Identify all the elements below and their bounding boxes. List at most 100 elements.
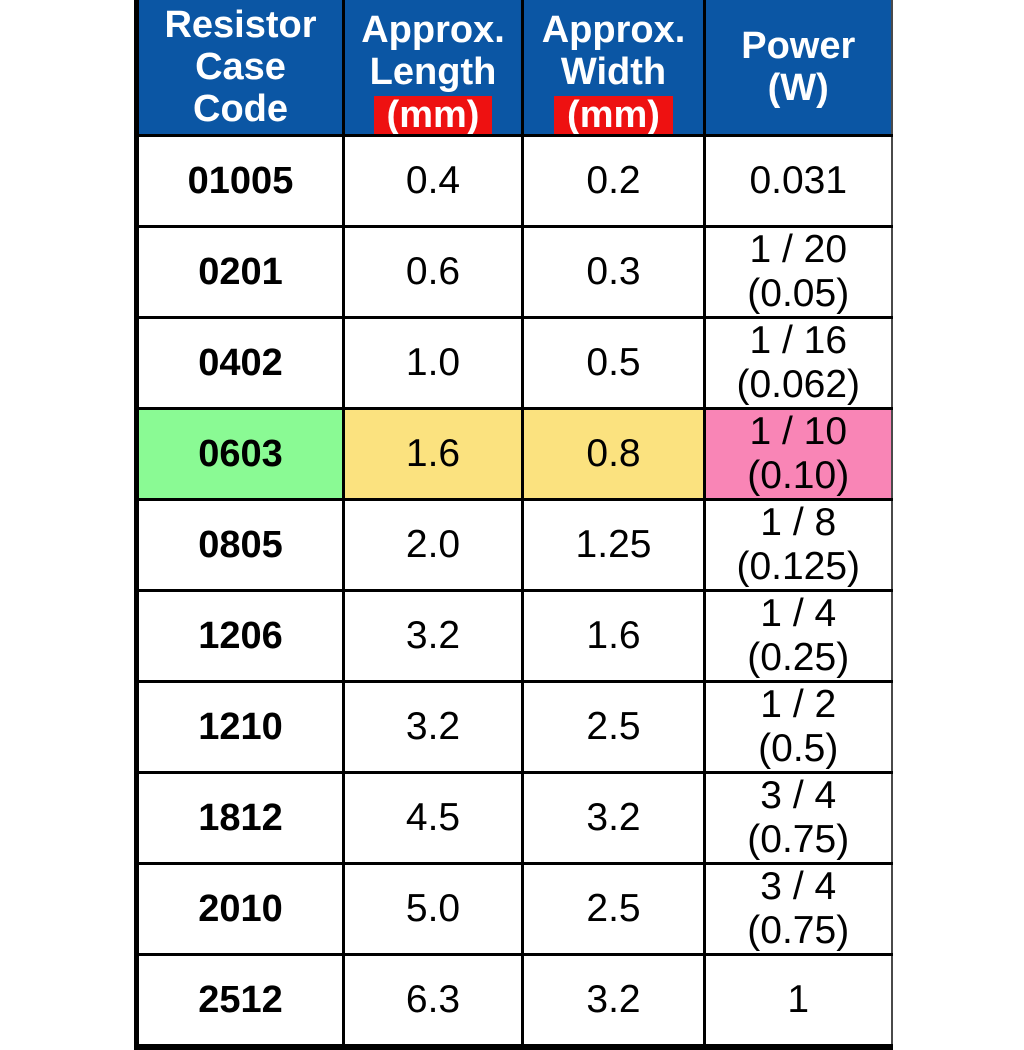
table-row: 1206 3.2 1.6 1 / 4 (0.25): [135, 589, 893, 683]
length-cell: 0.6: [342, 225, 524, 319]
cell-text: 1.0: [405, 341, 461, 384]
cell-text: 0.3: [586, 250, 641, 293]
cell-text: 3.2: [405, 705, 461, 748]
length-cell: 6.3: [342, 953, 524, 1049]
header-line: Code: [193, 88, 288, 130]
cell-text: 0.8: [586, 432, 641, 475]
width-cell: 1.6: [521, 589, 706, 683]
length-unit-chip: (mm): [373, 96, 493, 133]
cell-text: 2.5: [586, 887, 641, 930]
length-cell: 2.0: [342, 498, 524, 592]
cell-text: 5.0: [405, 887, 461, 930]
header-case-code: Resistor Case Code: [135, 0, 345, 137]
cell-text: 3 / 4 (0.75): [747, 865, 850, 952]
table-row: 2512 6.3 3.2 1: [135, 953, 893, 1049]
length-cell: 3.2: [342, 680, 524, 774]
cell-text: 0201: [198, 251, 283, 293]
length-cell: 1.6: [342, 407, 524, 501]
width-cell: 3.2: [521, 771, 706, 865]
cell-text: 1 / 2 (0.5): [758, 683, 839, 770]
cell-text: 6.3: [405, 978, 461, 1021]
cell-text: 1 / 4 (0.25): [747, 592, 850, 679]
width-cell: 2.5: [521, 862, 706, 956]
case-code-cell: 0805: [135, 498, 345, 592]
width-cell: 0.3: [521, 225, 706, 319]
table-row: 0201 0.6 0.3 1 / 20 (0.05): [135, 225, 893, 319]
header-line: Resistor: [164, 4, 317, 46]
width-cell: 0.8: [521, 407, 706, 501]
table-row: 0402 1.0 0.5 1 / 16 (0.062): [135, 316, 893, 410]
header-line: Length: [369, 51, 497, 93]
cell-text: 1210: [198, 706, 283, 748]
case-code-cell: 0402: [135, 316, 345, 410]
cell-text: 1 / 10 (0.10): [747, 410, 850, 497]
power-cell: 1 / 20 (0.05): [703, 225, 893, 319]
cell-text: 2512: [198, 979, 283, 1021]
cell-text: 1.25: [575, 523, 652, 566]
cell-text: 1 / 16 (0.062): [736, 319, 861, 406]
case-code-cell: 1206: [135, 589, 345, 683]
table-header: Resistor Case Code Approx. Length (mm) A…: [135, 0, 893, 137]
cell-text: 0805: [198, 524, 283, 566]
header-width: Approx. Width (mm): [521, 0, 706, 137]
power-cell: 1 / 2 (0.5): [703, 680, 893, 774]
power-cell: 1 / 4 (0.25): [703, 589, 893, 683]
cell-text: 1.6: [586, 614, 641, 657]
header-power-text: Power (W): [708, 0, 890, 133]
table-row: 0805 2.0 1.25 1 / 8 (0.125): [135, 498, 893, 592]
header-case-code-text: Resistor Case Code: [140, 0, 341, 133]
case-code-cell: 0201: [135, 225, 345, 319]
cell-text: 0.4: [405, 159, 461, 202]
cell-text: 1: [787, 978, 810, 1021]
table-body: 01005 0.4 0.2 0.031 0201 0.6 0.3 1 / 20 (0.05) 04…: [135, 134, 893, 1049]
cell-text: 01005: [187, 160, 294, 202]
power-cell: 1: [703, 953, 893, 1049]
cell-text: 3.2: [586, 978, 641, 1021]
width-cell: 2.5: [521, 680, 706, 774]
header-line: Power: [741, 25, 856, 67]
cell-text: 1.6: [405, 432, 461, 475]
header-line: Approx.: [541, 9, 686, 51]
table-row: 1210 3.2 2.5 1 / 2 (0.5): [135, 680, 893, 774]
length-cell: 3.2: [342, 589, 524, 683]
width-cell: 0.5: [521, 316, 706, 410]
case-code-cell: 01005: [135, 134, 345, 228]
cell-text: 0.5: [586, 341, 641, 384]
header-line: (W): [767, 67, 829, 109]
header-row: Resistor Case Code Approx. Length (mm) A…: [135, 0, 893, 137]
power-cell: 3 / 4 (0.75): [703, 862, 893, 956]
width-cell: 1.25: [521, 498, 706, 592]
cell-text: 3.2: [405, 614, 461, 657]
page: { "chart_data": { "type": "table", "colu…: [134, 0, 893, 1050]
cell-text: 0.6: [405, 250, 461, 293]
width-cell: 3.2: [521, 953, 706, 1049]
case-code-cell: 0603: [135, 407, 345, 501]
header-line: Case: [195, 46, 286, 88]
header-length-text: Approx. Length (mm): [347, 0, 520, 133]
case-code-cell: 2010: [135, 862, 345, 956]
cell-text: 2010: [198, 888, 283, 930]
table-row: 2010 5.0 2.5 3 / 4 (0.75): [135, 862, 893, 956]
cell-text: 1 / 8 (0.125): [736, 501, 861, 588]
power-cell: 1 / 8 (0.125): [703, 498, 893, 592]
case-code-cell: 1210: [135, 680, 345, 774]
resistor-size-table: Resistor Case Code Approx. Length (mm) A…: [134, 0, 893, 1050]
width-cell: 0.2: [521, 134, 706, 228]
width-unit-chip: (mm): [554, 96, 673, 133]
table-row: 01005 0.4 0.2 0.031: [135, 134, 893, 228]
header-length: Approx. Length (mm): [342, 0, 524, 137]
cell-text: 4.5: [405, 796, 461, 839]
header-power: Power (W): [703, 0, 893, 137]
cell-text: 1206: [198, 615, 283, 657]
cell-text: 1 / 20 (0.05): [747, 228, 850, 315]
power-cell: 3 / 4 (0.75): [703, 771, 893, 865]
cell-text: 3 / 4 (0.75): [747, 774, 850, 861]
header-line: Approx.: [361, 9, 505, 51]
table-row: 0603 1.6 0.8 1 / 10 (0.10): [135, 407, 893, 501]
cell-text: 0.031: [749, 159, 848, 202]
case-code-cell: 2512: [135, 953, 345, 1049]
cell-text: 2.0: [405, 523, 461, 566]
table-row: 1812 4.5 3.2 3 / 4 (0.75): [135, 771, 893, 865]
length-cell: 0.4: [342, 134, 524, 228]
power-cell: 1 / 10 (0.10): [703, 407, 893, 501]
